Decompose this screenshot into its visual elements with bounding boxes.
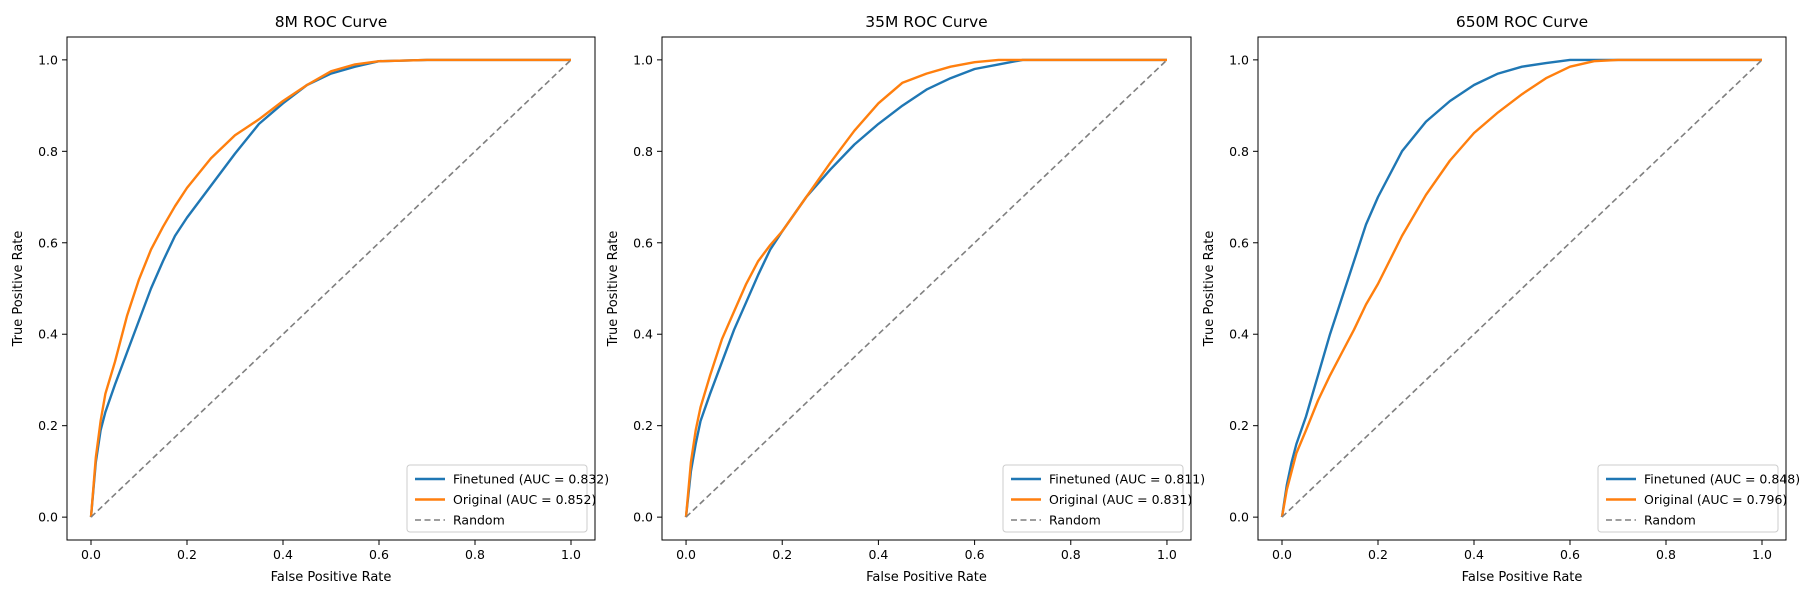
chart-title: 35M ROC Curve bbox=[865, 13, 987, 31]
x-tick-label: 0.8 bbox=[1656, 547, 1676, 562]
y-tick-label: 1.0 bbox=[633, 52, 653, 67]
y-tick-label: 0.8 bbox=[38, 144, 58, 159]
y-tick-label: 0.4 bbox=[38, 327, 58, 342]
legend-label: Finetuned (AUC = 0.811) bbox=[1049, 472, 1205, 487]
legend-label: Original (AUC = 0.852) bbox=[453, 492, 596, 507]
y-tick-label: 0.2 bbox=[1229, 418, 1249, 433]
x-tick-label: 1.0 bbox=[1157, 547, 1177, 562]
series-line-original bbox=[1280, 58, 1762, 518]
series-line-finetuned bbox=[1280, 58, 1762, 518]
plot-area bbox=[1280, 58, 1763, 518]
x-tick-label: 0.6 bbox=[965, 547, 985, 562]
y-tick-label: 0.0 bbox=[38, 510, 58, 525]
y-axis-label: True Positive Rate bbox=[606, 231, 621, 348]
x-axis-label: False Positive Rate bbox=[866, 570, 987, 585]
y-tick-label: 0.8 bbox=[1229, 144, 1249, 159]
x-tick-label: 0.8 bbox=[465, 547, 485, 562]
series-line-original bbox=[684, 58, 1167, 518]
y-tick-label: 0.2 bbox=[633, 418, 653, 433]
x-tick-label: 0.0 bbox=[81, 547, 101, 562]
y-tick-label: 0.4 bbox=[633, 327, 653, 342]
legend-label: Random bbox=[1644, 513, 1696, 528]
y-tick-label: 0.6 bbox=[633, 235, 653, 250]
legend-label: Finetuned (AUC = 0.848) bbox=[1644, 472, 1800, 487]
legend-box bbox=[1597, 464, 1779, 533]
y-tick-label: 1.0 bbox=[38, 52, 58, 67]
chart-title: 650M ROC Curve bbox=[1456, 13, 1588, 31]
x-tick-label: 0.8 bbox=[1061, 547, 1081, 562]
y-tick-label: 0.4 bbox=[1229, 327, 1249, 342]
legend-label: Finetuned (AUC = 0.832) bbox=[453, 472, 609, 487]
series-line-random bbox=[1281, 59, 1763, 518]
legend-label: Original (AUC = 0.796) bbox=[1644, 492, 1787, 507]
legend: Finetuned (AUC = 0.832) Original (AUC = 0… bbox=[406, 464, 609, 533]
y-axis-label: True Positive Rate bbox=[11, 231, 26, 348]
y-tick-label: 0.0 bbox=[633, 510, 653, 525]
roc-panel-35m: 0.0 0.2 0.4 0.6 0.8 1.0 0.0 0.2 0.4 0.6 0.8 1.0 35M … bbox=[606, 13, 1205, 585]
x-axis-label: False Positive Rate bbox=[1462, 570, 1583, 585]
legend-label: Random bbox=[453, 513, 505, 528]
roc-panel-8m: 0.0 0.2 0.4 0.6 0.8 1.0 0.0 0.2 0.4 0.6 0.8 1.0 8M R… bbox=[11, 13, 609, 585]
legend-label: Random bbox=[1049, 513, 1101, 528]
legend: Finetuned (AUC = 0.811) Original (AUC = 0… bbox=[1002, 464, 1205, 533]
x-tick-label: 0.2 bbox=[1368, 547, 1388, 562]
chart-title: 8M ROC Curve bbox=[275, 13, 388, 31]
y-tick-label: 0.6 bbox=[1229, 235, 1249, 250]
x-tick-label: 0.2 bbox=[177, 547, 197, 562]
plot-area bbox=[684, 58, 1168, 518]
axes-frame bbox=[661, 36, 1192, 541]
axes-frame bbox=[1257, 36, 1787, 541]
x-tick-label: 0.4 bbox=[868, 547, 888, 562]
legend: Finetuned (AUC = 0.848) Original (AUC = 0… bbox=[1597, 464, 1800, 533]
y-tick-label: 1.0 bbox=[1229, 52, 1249, 67]
series-line-random bbox=[685, 59, 1168, 518]
x-tick-label: 1.0 bbox=[1752, 547, 1772, 562]
x-tick-label: 0.0 bbox=[676, 547, 696, 562]
x-axis-label: False Positive Rate bbox=[271, 570, 392, 585]
y-tick-label: 0.2 bbox=[38, 418, 58, 433]
y-tick-label: 0.8 bbox=[633, 144, 653, 159]
x-tick-label: 0.4 bbox=[1464, 547, 1484, 562]
x-tick-label: 0.4 bbox=[273, 547, 293, 562]
axes-frame bbox=[66, 36, 596, 541]
x-tick-label: 0.2 bbox=[772, 547, 792, 562]
x-tick-label: 0.6 bbox=[1560, 547, 1580, 562]
legend-box bbox=[406, 464, 588, 533]
series-line-random bbox=[90, 59, 572, 518]
series-line-original bbox=[89, 58, 571, 518]
x-tick-label: 0.6 bbox=[369, 547, 389, 562]
y-tick-label: 0.0 bbox=[1229, 510, 1249, 525]
roc-panel-650m: 0.0 0.2 0.4 0.6 0.8 1.0 0.0 0.2 0.4 0.6 0.8 1.0 650M… bbox=[1202, 13, 1800, 585]
x-tick-label: 1.0 bbox=[561, 547, 581, 562]
legend-label: Original (AUC = 0.831) bbox=[1049, 492, 1192, 507]
y-tick-label: 0.6 bbox=[38, 235, 58, 250]
plot-area bbox=[89, 58, 572, 518]
y-axis-label: True Positive Rate bbox=[1202, 231, 1217, 348]
legend-box bbox=[1002, 464, 1184, 533]
x-tick-label: 0.0 bbox=[1272, 547, 1292, 562]
